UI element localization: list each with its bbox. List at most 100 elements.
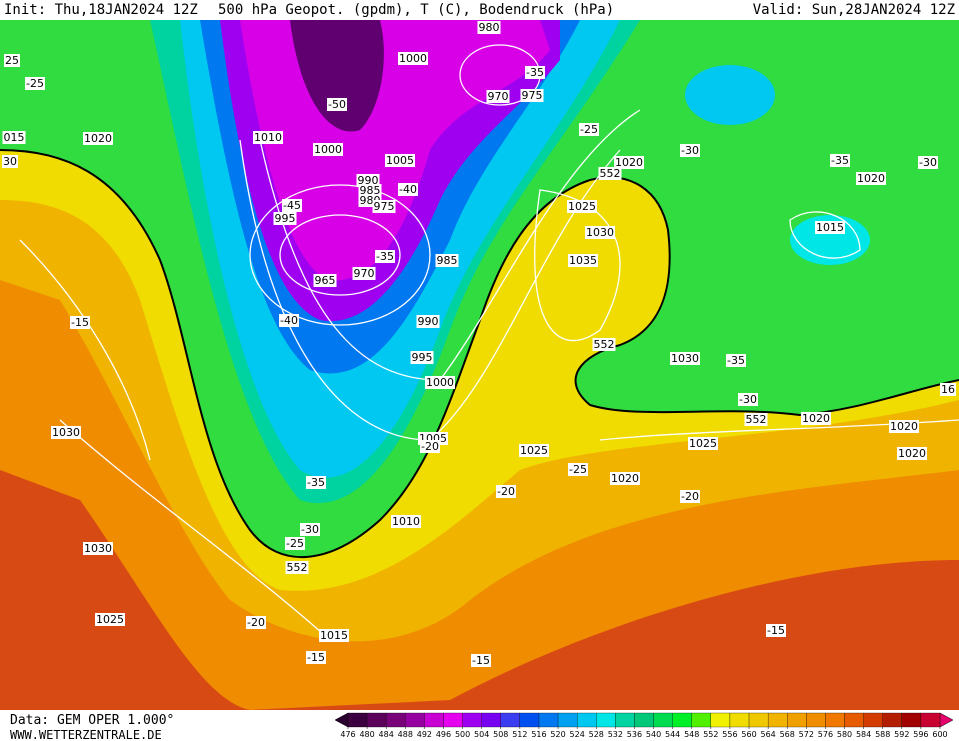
colorbar-box	[748, 712, 769, 728]
label-text: 1030	[671, 352, 699, 365]
label-box	[614, 156, 644, 169]
label-box	[680, 490, 700, 503]
label-box	[356, 174, 380, 187]
label-text: 552	[287, 561, 308, 574]
colorbar-label: 548	[684, 730, 699, 739]
contour-label: 1030	[83, 542, 113, 555]
label-box	[520, 89, 544, 102]
label-text: -20	[247, 616, 265, 629]
label-text: 552	[594, 338, 615, 351]
contour-label: 1025	[519, 444, 549, 457]
label-text: -20	[681, 490, 699, 503]
label-box	[279, 314, 299, 327]
colorbar-label: 492	[417, 730, 432, 739]
contour-label: -40	[398, 183, 418, 196]
colorbar-label: 528	[589, 730, 604, 739]
label-text: -25	[26, 77, 44, 90]
contour-label: -30	[680, 144, 700, 157]
label-text: 1010	[392, 515, 420, 528]
colorbar-box	[844, 712, 864, 728]
contour-label: -50	[327, 98, 347, 111]
contour-label: -15	[766, 624, 786, 637]
label-box	[70, 316, 90, 329]
colorbar-label: 544	[665, 730, 680, 739]
label-box	[585, 226, 615, 239]
colorbar-box	[691, 712, 711, 728]
colorbar: 476 480 484 488 492 496 500 504 508 512 516 520 524 5…	[334, 712, 954, 739]
label-text: -25	[569, 463, 587, 476]
label-box	[4, 54, 20, 67]
label-text: 1030	[586, 226, 614, 239]
colorbar-box	[806, 712, 826, 728]
contour-label: 990	[356, 174, 380, 187]
label-text: 1025	[689, 437, 717, 450]
label-box	[738, 393, 758, 406]
colorbar-label: 572	[799, 730, 814, 739]
contour-label: 975	[372, 200, 396, 213]
contour-label: -40	[279, 314, 299, 327]
label-text: 995	[412, 351, 433, 364]
contour-label: -20	[420, 440, 440, 453]
colorbar-box	[901, 712, 922, 728]
label-text: 552	[600, 167, 621, 180]
label-text: 970	[354, 267, 375, 280]
label-box	[398, 52, 428, 65]
label-text: 995	[275, 212, 296, 225]
colorbar-box	[405, 712, 425, 728]
colorbar-box	[500, 712, 521, 728]
label-box	[568, 463, 588, 476]
label-box	[313, 274, 337, 287]
colorbar-box	[634, 712, 654, 728]
label-box	[856, 172, 886, 185]
contour-label: -45	[282, 199, 302, 212]
contour-label: 995	[410, 351, 434, 364]
contour-label: -20	[680, 490, 700, 503]
colorbar-label: 480	[359, 730, 374, 739]
label-text: 985	[360, 184, 381, 197]
contour-label: -35	[830, 154, 850, 167]
colorbar-label: 552	[703, 730, 718, 739]
colorbar-box	[653, 712, 673, 728]
contour-label: 990	[416, 315, 440, 328]
label-text: 975	[522, 89, 543, 102]
label-text: 1020	[857, 172, 885, 185]
contour-label: 1030	[51, 426, 81, 439]
label-text: -45	[283, 199, 301, 212]
colorbar-box	[443, 712, 463, 728]
label-box	[25, 77, 45, 90]
label-text: -30	[681, 144, 699, 157]
contour-label: -20	[246, 616, 266, 629]
label-box	[889, 420, 919, 433]
label-box	[471, 654, 491, 667]
contour-label: 1015	[319, 629, 349, 642]
colorbar-label: 564	[760, 730, 775, 739]
label-box	[358, 184, 382, 197]
label-text: -15	[767, 624, 785, 637]
contour-label: 1020	[614, 156, 644, 169]
contour-label: 1030	[670, 352, 700, 365]
colorbar-label: 600	[932, 730, 947, 739]
contour-label: -25	[568, 463, 588, 476]
label-box	[385, 154, 415, 167]
label-box	[83, 132, 113, 145]
contour-label: 16	[940, 383, 956, 396]
contour-label: 965	[313, 274, 337, 287]
colorbar-box	[386, 712, 406, 728]
contour-label: 552	[744, 413, 768, 426]
colorbar-box	[863, 712, 883, 728]
colorbar-label: 532	[608, 730, 623, 739]
website: WWW.WETTERZENTRALE.DE	[10, 728, 162, 741]
label-box	[801, 412, 831, 425]
label-box	[398, 183, 418, 196]
init-time: Init: Thu,18JAN2024 12Z	[4, 2, 198, 18]
label-text: 1000	[426, 376, 454, 389]
label-box	[670, 352, 700, 365]
label-text: -35	[307, 476, 325, 489]
label-box	[83, 542, 113, 555]
colorbar-box	[557, 712, 578, 728]
label-box	[726, 354, 746, 367]
label-box	[2, 131, 26, 144]
colorbar-label: 576	[818, 730, 833, 739]
